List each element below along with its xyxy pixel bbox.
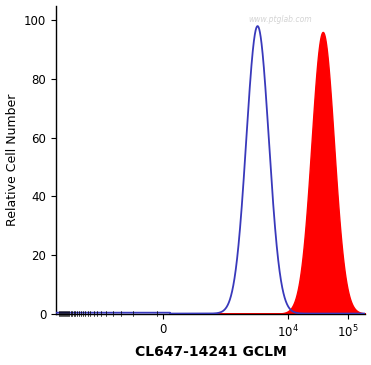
X-axis label: CL647-14241 GCLM: CL647-14241 GCLM	[135, 345, 287, 360]
Text: www.ptglab.com: www.ptglab.com	[248, 15, 312, 24]
Y-axis label: Relative Cell Number: Relative Cell Number	[6, 93, 19, 226]
